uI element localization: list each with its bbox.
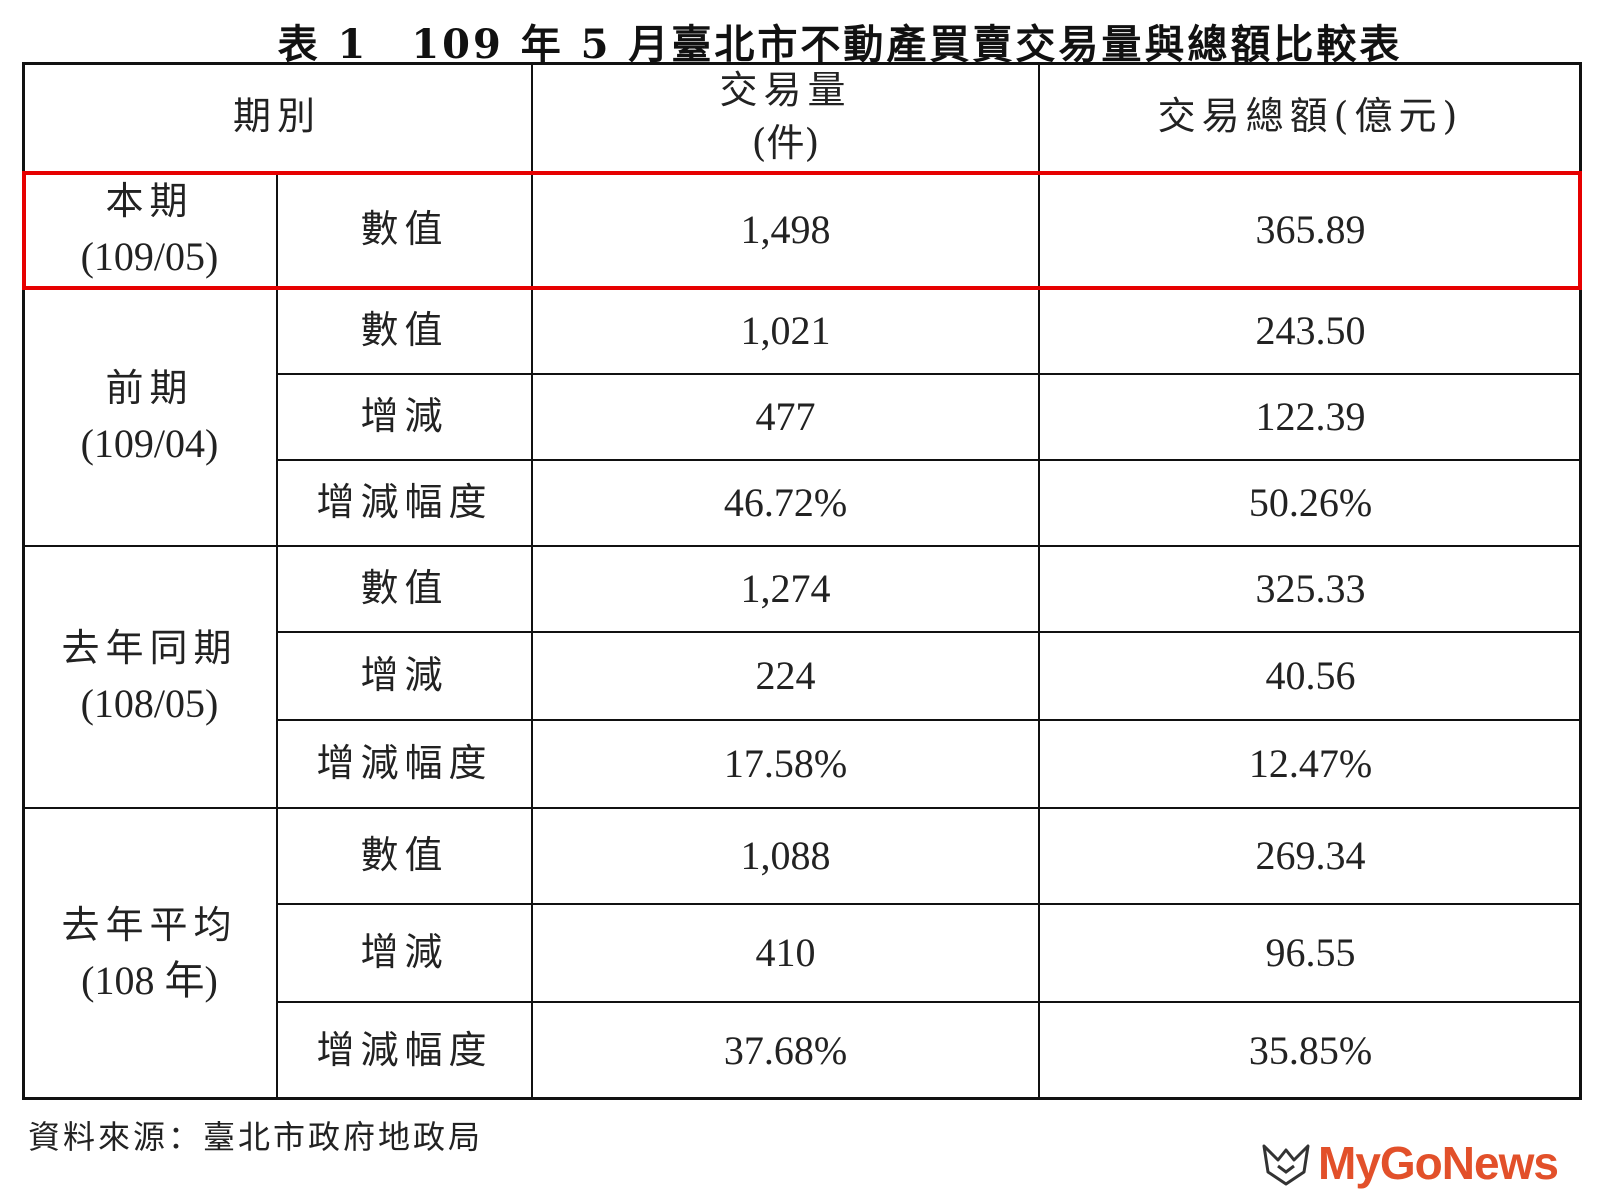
table-border-right [1579,62,1582,1100]
group-previous: 前期 (109/04) [22,288,277,546]
amount-cell: 243.50 [1255,308,1366,353]
grid-line [22,807,1582,809]
comparison-table: 期別 交易量 (件) 交易總額(億元) 本期 (109/05) 數值 1,498… [22,62,1582,1100]
grid-line [277,459,1582,461]
volume-cell: 1,498 [740,207,831,252]
group-same-period-last-year: 去年同期 (108/05) [22,546,277,808]
amount-cell: 40.56 [1265,653,1356,698]
table-border-bottom [22,1097,1582,1100]
grid-line [277,903,1582,905]
grid-line [277,719,1582,721]
volume-cell: 224 [755,653,816,698]
header-volume-unit: (件) [751,121,820,165]
amount-cell: 12.47% [1248,741,1373,786]
grid-line [22,287,1582,289]
header-volume-label: 交易量 [719,67,852,112]
logo-text: MyGoNews [1318,1137,1559,1189]
group-period: (109/04) [80,420,219,466]
header-volume: 交易量 (件) [532,62,1039,172]
amount-cell: 122.39 [1255,394,1366,439]
header-amount-label: 交易總額(億元) [1157,94,1464,139]
amount-cell: 50.26% [1248,480,1373,525]
grid-line [277,373,1582,375]
volume-cell: 17.58% [723,741,848,786]
group-label: 前期 [105,366,194,411]
table-border-top [22,62,1582,65]
volume-cell: 37.68% [723,1028,848,1073]
logo-mark-icon [1262,1144,1310,1186]
metric-cell: 數值 [360,308,449,353]
grid-line [22,171,1582,173]
metric-cell: 數值 [360,833,449,878]
table-border-left [22,62,25,1100]
source-note: 資料來源：臺北市政府地政局 [28,1118,484,1156]
grid-line [531,62,533,1100]
grid-line [277,1001,1582,1003]
header-period: 期別 [22,62,532,172]
volume-cell: 477 [755,394,816,439]
volume-cell: 46.72% [723,480,848,525]
group-period: (108/05) [80,680,219,726]
group-period: (108 年) [81,957,218,1003]
grid-line [277,631,1582,633]
amount-cell: 35.85% [1248,1028,1373,1073]
metric-cell: 增減 [360,394,449,439]
metric-cell: 增減幅度 [316,741,493,786]
table-title: 表 1 109 年 5 月臺北市不動產買賣交易量與總額比較表 [277,21,1403,68]
grid-line [22,545,1582,547]
volume-cell: 1,088 [740,833,831,878]
group-label: 去年同期 [61,626,238,671]
group-label: 本期 [105,179,194,224]
metric-cell: 增減 [360,653,449,698]
amount-cell: 96.55 [1265,930,1356,975]
metric-cell: 增減幅度 [316,480,493,525]
grid-line [276,172,278,1100]
header-amount: 交易總額(億元) [1039,62,1582,172]
metric-cell: 數值 [360,566,449,611]
metric-cell: 數值 [360,207,449,252]
group-period: (109/05) [80,233,219,279]
group-label: 去年平均 [61,903,238,948]
volume-cell: 1,274 [740,566,831,611]
grid-line [1038,62,1040,1100]
metric-cell: 增減 [360,930,449,975]
amount-cell: 365.89 [1255,207,1366,252]
volume-cell: 410 [755,930,816,975]
group-current: 本期 (109/05) [22,172,277,288]
group-last-year-average: 去年平均 (108 年) [22,808,277,1100]
volume-cell: 1,021 [740,308,831,353]
mygonews-logo: MyGoNews [1260,1136,1559,1190]
amount-cell: 269.34 [1255,833,1366,878]
amount-cell: 325.33 [1255,566,1366,611]
header-period-label: 期別 [232,94,321,139]
metric-cell: 增減幅度 [316,1028,493,1073]
